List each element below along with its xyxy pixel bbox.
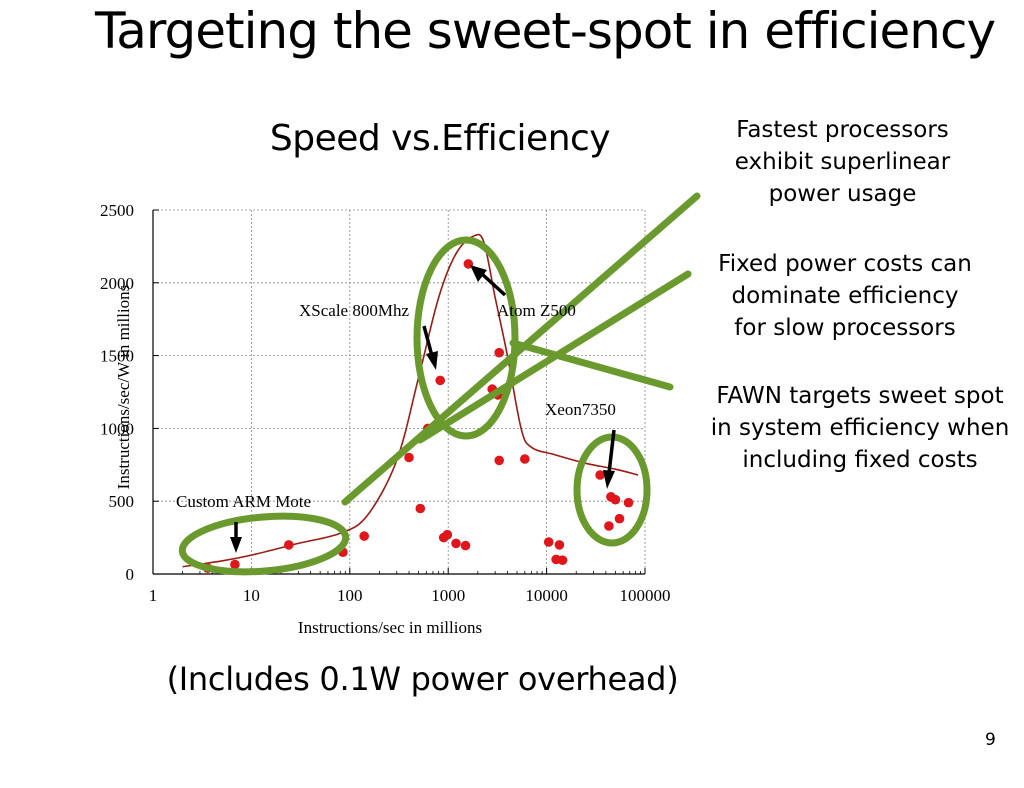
note-text: Fixed power costs can dominate efficienc…	[718, 251, 972, 341]
data-point	[451, 538, 461, 549]
y-tick-label: 2000	[100, 274, 134, 293]
footnote: (Includes 0.1W power overhead)	[166, 660, 679, 698]
x-axis-label: Instructions/sec in millions	[298, 618, 482, 637]
y-tick-label: 2500	[100, 201, 134, 220]
arrow-atom	[480, 272, 507, 297]
data-point	[435, 375, 446, 386]
x-tick-label: 100	[337, 586, 363, 605]
data-point	[614, 513, 625, 524]
note-text: Fastest processors exhibit superlinear p…	[734, 117, 951, 207]
annotation-arm-mote: Custom ARM Mote	[176, 492, 311, 511]
note-fixed-power: Fixed power costs can dominate efficienc…	[700, 248, 990, 344]
data-point	[623, 497, 634, 508]
highlight-ellipse-mid-range	[413, 236, 519, 440]
data-point	[415, 503, 426, 514]
arrow-xeon	[607, 429, 616, 474]
annotation-xeon: Xeon7350	[545, 400, 616, 419]
x-tick-label: 1	[149, 586, 158, 605]
annotation-atom: Atom Z500	[497, 301, 576, 320]
data-point	[404, 452, 414, 463]
data-point	[494, 455, 505, 466]
data-point	[595, 470, 605, 480]
annotation-arrows	[230, 265, 616, 553]
highlight-ellipse-low-power	[178, 512, 350, 576]
chart-title: Speed vs.Efficiency	[269, 118, 611, 159]
y-tick-label: 1500	[100, 347, 134, 366]
annotations: XScale 800Mhz Atom Z500 Xeon7350 Custom …	[176, 301, 616, 511]
y-tick-label: 0	[126, 565, 135, 584]
data-point	[284, 540, 294, 550]
data-point	[494, 347, 505, 358]
x-tick-label: 1000	[431, 586, 465, 605]
arrowhead-xeon	[603, 470, 615, 489]
highlight-markup	[178, 192, 701, 576]
x-tick-label: 10000	[525, 586, 568, 605]
tick-labels: 1 10 100 1000 10000 100000 0 500 1000 1500 2000 250…	[100, 201, 671, 605]
fit-curve	[182, 233, 639, 568]
arrow-xscale	[422, 325, 434, 357]
arrowhead-xscale	[426, 351, 438, 370]
data-point	[557, 555, 568, 565]
y-axis-label: Instructions/sec/W in millions	[114, 285, 133, 490]
data-point	[604, 521, 614, 531]
data-point	[520, 454, 530, 464]
data-point	[554, 540, 565, 550]
x-tick-label: 100000	[620, 586, 671, 605]
y-tick-label: 1000	[100, 419, 134, 438]
x-tick-label: 10	[243, 586, 260, 605]
y-tick-label: 500	[109, 492, 135, 511]
data-point	[230, 559, 240, 570]
data-point	[543, 537, 554, 547]
trend-line-falling	[509, 339, 674, 391]
arrowhead-atom	[470, 265, 487, 282]
note-sweet-spot: FAWN targets sweet spot in system effici…	[700, 380, 1020, 476]
data-point	[610, 494, 621, 505]
data-point	[442, 529, 453, 540]
note-text: FAWN targets sweet spot in system effici…	[710, 383, 1010, 473]
note-superlinear-power: Fastest processors exhibit superlinear p…	[700, 114, 985, 210]
data-points	[202, 259, 634, 573]
data-point	[359, 531, 370, 541]
arrowhead-arm-mote	[230, 537, 242, 553]
trend-line-steep	[341, 192, 701, 506]
data-point	[460, 540, 471, 551]
page-number: 9	[985, 730, 996, 750]
slide-title: Targeting the sweet-spot in efficiency	[94, 2, 996, 60]
annotation-xscale: XScale 800Mhz	[299, 301, 409, 320]
